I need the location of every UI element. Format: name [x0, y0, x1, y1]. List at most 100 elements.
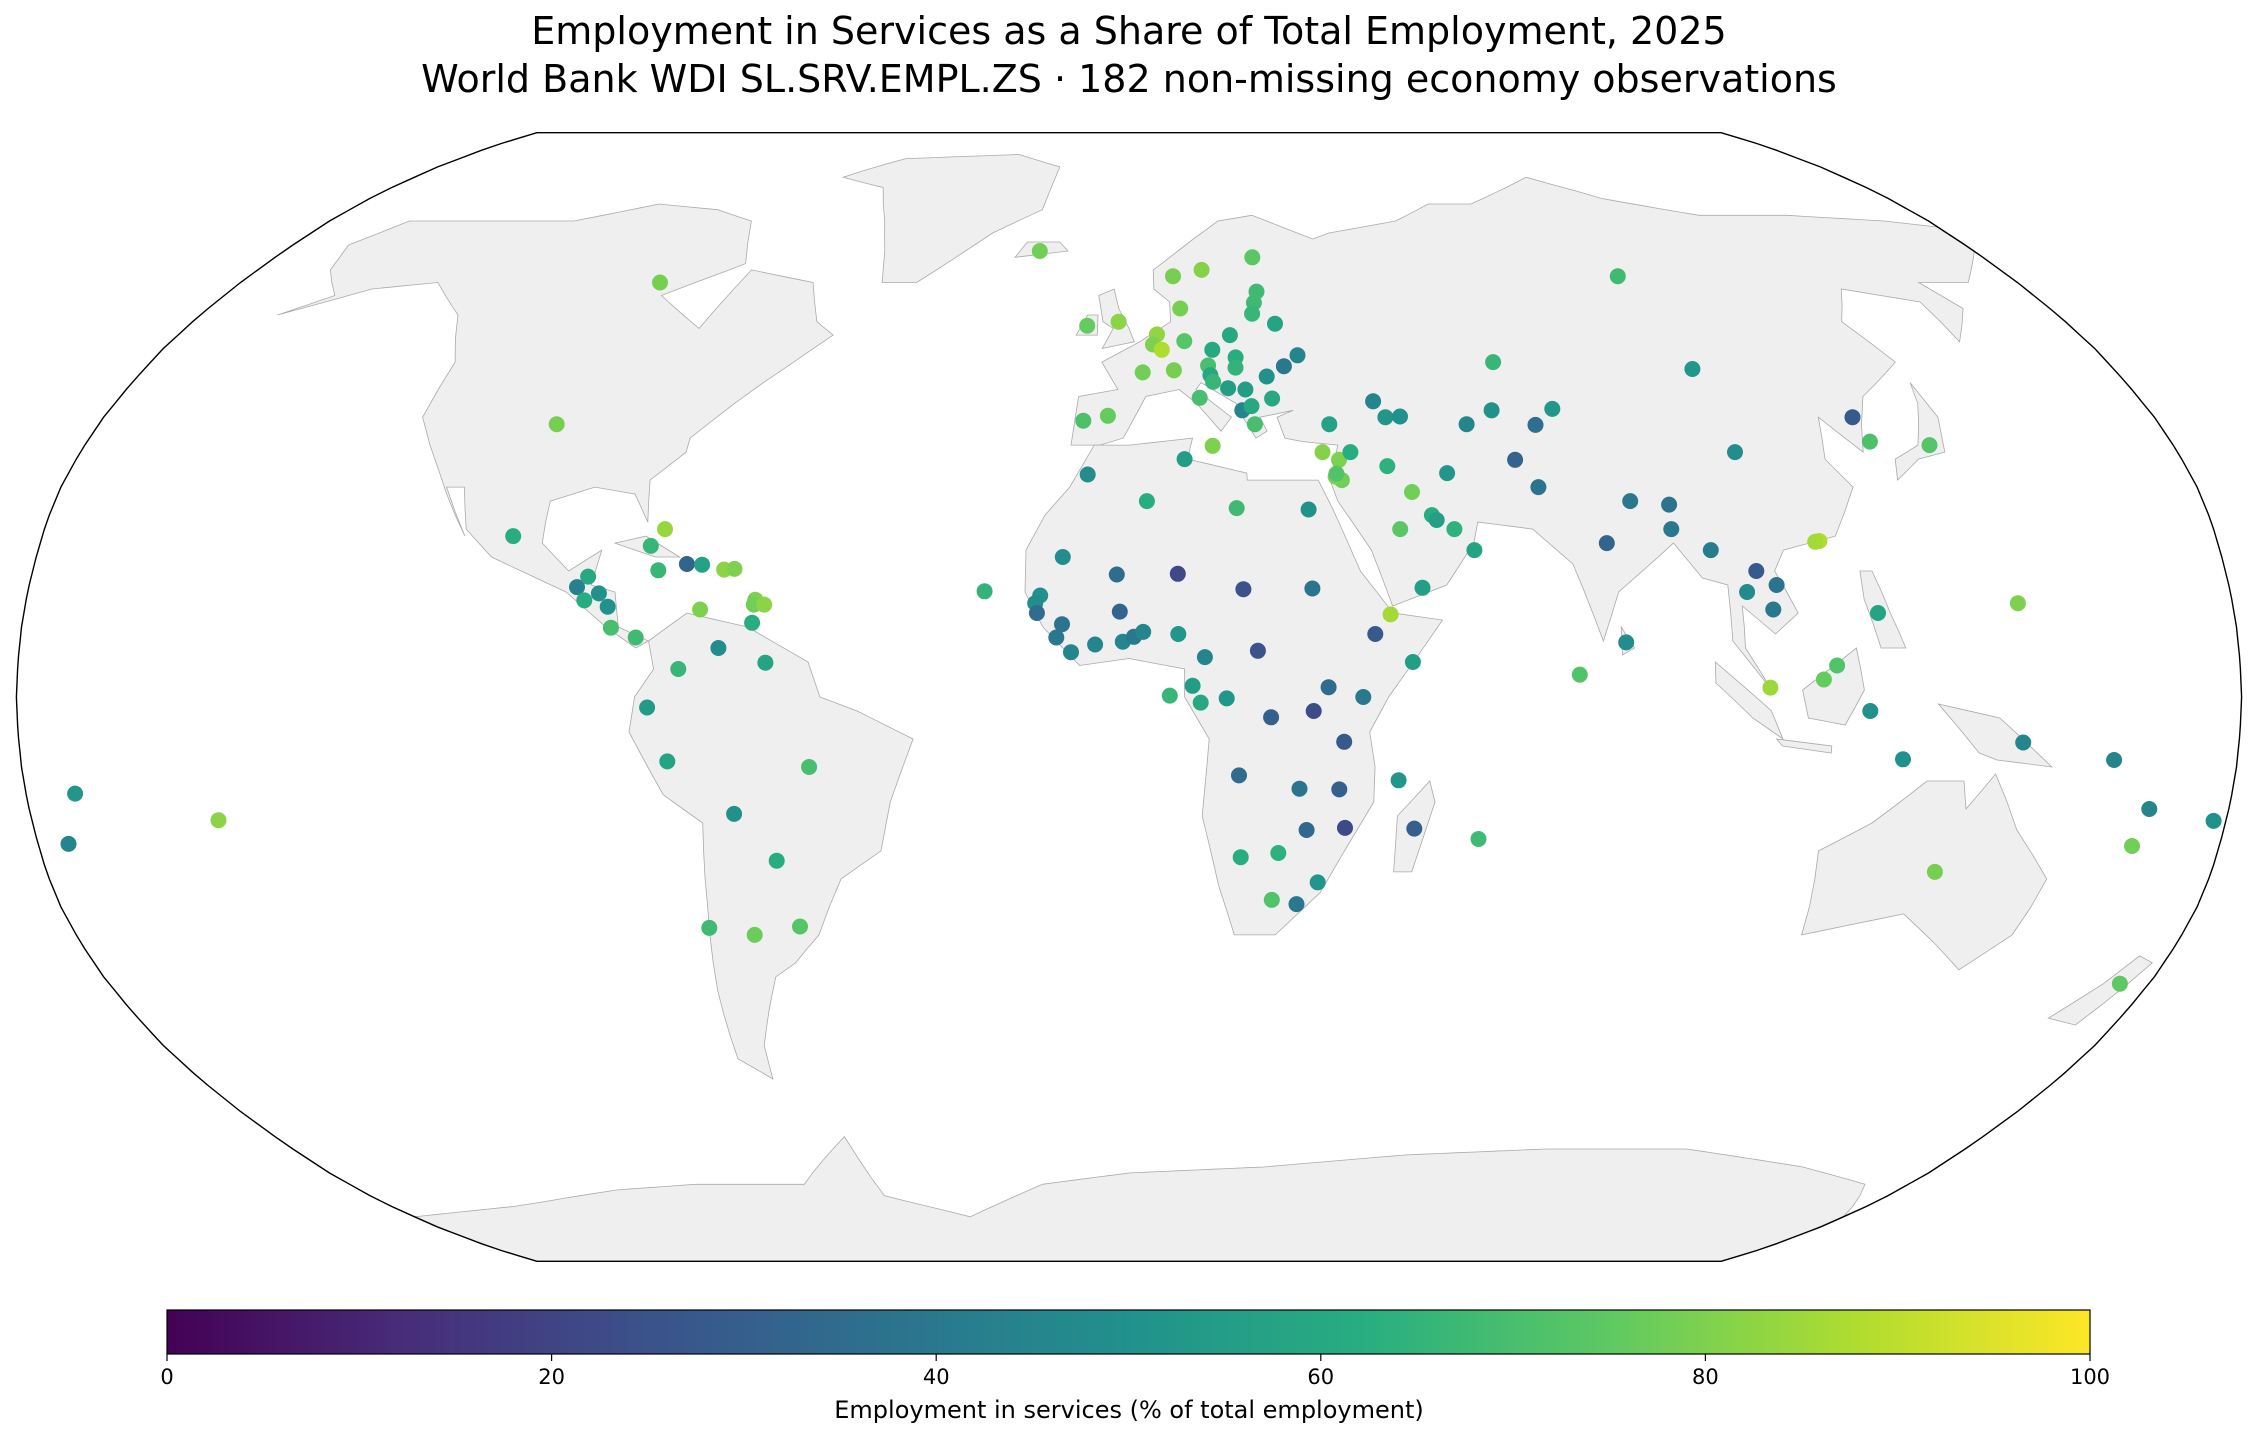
economy-point — [1169, 565, 1186, 582]
economy-point — [590, 585, 607, 602]
colorbar-label: Employment in services (% of total emplo… — [834, 1396, 1423, 1424]
economy-point — [1367, 626, 1384, 642]
economy-point — [1377, 409, 1394, 426]
economy-point — [1228, 500, 1245, 517]
economy-point — [1172, 300, 1189, 317]
economy-point — [746, 926, 763, 943]
economy-point — [1170, 626, 1187, 642]
economy-point — [1861, 433, 1878, 450]
economy-point — [678, 556, 695, 572]
economy-point — [1243, 398, 1260, 415]
economy-point — [1390, 772, 1407, 789]
land — [841, 154, 1061, 283]
economy-point — [1382, 606, 1399, 623]
economy-point — [1727, 444, 1743, 461]
economy-point — [1304, 580, 1321, 597]
chart-title: Employment in Services as a Share of Tot… — [531, 9, 1726, 53]
economy-point — [1314, 444, 1331, 461]
economy-point — [768, 852, 785, 869]
economy-point — [1246, 416, 1263, 433]
economy-point — [1220, 380, 1237, 397]
economy-point — [1609, 268, 1626, 285]
economy-point — [1458, 416, 1475, 433]
economy-point — [1204, 437, 1221, 454]
economy-point — [1300, 501, 1317, 518]
economy-point — [1305, 703, 1322, 719]
economy-point — [1235, 581, 1252, 598]
economy-point — [569, 579, 585, 596]
economy-point — [1270, 845, 1287, 861]
economy-point — [1165, 362, 1182, 379]
economy-point — [1895, 751, 1911, 768]
economy-point — [1165, 268, 1181, 285]
economy-point — [710, 640, 727, 656]
economy-point — [1204, 341, 1221, 358]
economy-point — [1108, 566, 1125, 583]
economy-point — [1263, 891, 1280, 908]
economy-point — [1227, 359, 1244, 376]
points-layer — [60, 243, 2222, 992]
economy-point — [639, 699, 656, 716]
economy-point — [1075, 412, 1092, 429]
economy-point — [1218, 690, 1235, 707]
economy-point — [2141, 801, 2158, 817]
economy-point — [659, 753, 676, 770]
colorbar-tick-label: 20 — [538, 1365, 565, 1389]
economy-point — [1439, 465, 1456, 482]
colorbar-tick-label: 100 — [2070, 1365, 2110, 1389]
economy-point — [1331, 451, 1347, 468]
economy-point — [1087, 636, 1104, 653]
economy-point — [60, 835, 77, 852]
economy-point — [2111, 975, 2128, 992]
economy-point — [1392, 408, 1408, 425]
economy-point — [1237, 381, 1254, 398]
economy-point — [1807, 533, 1824, 550]
land — [414, 1136, 1866, 1262]
economy-point — [1844, 409, 1861, 426]
economy-point — [2205, 812, 2222, 829]
economy-point — [1099, 407, 1116, 424]
economy-point — [692, 601, 709, 618]
land-layer — [15, 132, 2243, 1262]
economy-point — [756, 596, 773, 613]
economy-point — [1054, 616, 1070, 633]
economy-point — [1244, 305, 1261, 322]
economy-point — [1275, 358, 1292, 375]
economy-point — [1862, 703, 1879, 719]
economy-point — [1111, 603, 1128, 620]
economy-point — [1138, 493, 1155, 510]
economy-point — [1331, 781, 1348, 798]
economy-point — [650, 562, 667, 579]
economy-point — [1031, 243, 1048, 259]
economy-point — [1309, 874, 1326, 891]
economy-point — [792, 918, 808, 935]
economy-point — [1544, 400, 1561, 417]
economy-point — [576, 592, 593, 609]
economy-point — [1921, 437, 1938, 454]
economy-point — [1288, 896, 1305, 913]
economy-point — [1618, 634, 1635, 651]
economy-point — [757, 654, 774, 671]
economy-point — [1815, 671, 1832, 688]
economy-point — [1193, 261, 1210, 278]
economy-point — [1153, 341, 1170, 358]
economy-point — [210, 812, 227, 829]
economy-point — [1684, 361, 1701, 377]
colorbar-fill — [166, 1309, 2091, 1355]
economy-point — [1446, 521, 1463, 538]
economy-point — [1263, 709, 1280, 726]
economy-point — [1663, 521, 1680, 538]
economy-point — [726, 560, 743, 577]
economy-point — [1221, 327, 1238, 344]
economy-point — [1428, 512, 1445, 528]
economy-point — [1289, 347, 1306, 364]
economy-point — [1184, 677, 1201, 694]
economy-point — [1191, 389, 1208, 406]
economy-point — [1079, 466, 1096, 483]
economy-point — [1379, 458, 1396, 475]
economy-point — [2015, 734, 2032, 751]
land — [1937, 703, 2054, 768]
economy-point — [1527, 416, 1544, 433]
economy-point — [1291, 780, 1308, 797]
